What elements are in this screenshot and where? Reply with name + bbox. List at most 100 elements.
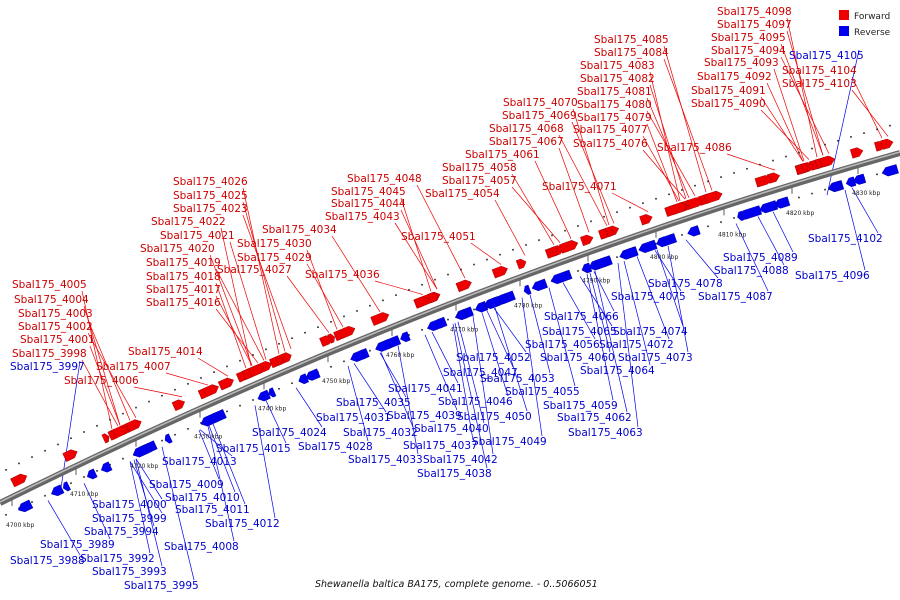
label-connector bbox=[135, 458, 163, 567]
reverse-gene bbox=[881, 164, 899, 177]
forward-track-dot bbox=[473, 263, 475, 266]
reverse-gene-label: Sbal175_3995 bbox=[124, 580, 199, 592]
legend-reverse-label: Reverse bbox=[854, 28, 891, 38]
label-connector bbox=[571, 121, 615, 224]
forward-track-dot bbox=[421, 283, 423, 286]
reverse-gene bbox=[100, 461, 113, 473]
forward-track-dot bbox=[382, 299, 384, 302]
forward-gene-label: Sbal175_4002 bbox=[18, 321, 93, 333]
forward-track-dot bbox=[343, 315, 345, 318]
forward-gene-label: Sbal175_4103 bbox=[782, 78, 857, 90]
reverse-gene bbox=[305, 368, 321, 381]
reverse-track-dot bbox=[616, 256, 618, 258]
reverse-track-dot bbox=[278, 387, 280, 390]
reverse-gene-label: Sbal175_4041 bbox=[388, 383, 463, 395]
reverse-gene-label: Sbal175_4063 bbox=[568, 427, 643, 439]
forward-track-dot bbox=[395, 294, 397, 296]
label-connector bbox=[133, 459, 155, 527]
reverse-gene-label: Sbal175_4033 bbox=[348, 454, 423, 466]
reverse-gene-label: Sbal175_3992 bbox=[80, 553, 155, 565]
reverse-gene-label: Sbal175_4074 bbox=[613, 326, 688, 338]
forward-gene bbox=[171, 399, 186, 412]
label-connector bbox=[594, 271, 628, 413]
reverse-gene-label: Sbal175_4078 bbox=[648, 278, 723, 290]
label-connector bbox=[663, 45, 707, 193]
reverse-gene-label: Sbal175_4012 bbox=[205, 518, 280, 530]
reverse-gene bbox=[828, 180, 843, 192]
forward-track-dot bbox=[616, 211, 618, 213]
label-connector bbox=[135, 458, 163, 500]
forward-track-dot bbox=[109, 418, 111, 421]
label-connector bbox=[646, 123, 678, 202]
reverse-track-dot bbox=[681, 234, 683, 236]
forward-gene-label: Sbal175_4004 bbox=[14, 294, 89, 306]
label-connector bbox=[215, 268, 265, 361]
genome-caption: Shewanella baltica BA175, complete genom… bbox=[315, 579, 598, 590]
forward-gene-label: Sbal175_4017 bbox=[146, 284, 221, 296]
reverse-gene-label: Sbal175_4035 bbox=[336, 397, 411, 409]
reverse-gene-label: Sbal175_4060 bbox=[540, 352, 615, 364]
forward-gene-label: Sbal175_4005 bbox=[12, 279, 87, 291]
reverse-gene bbox=[739, 205, 763, 220]
forward-track-dot bbox=[213, 371, 215, 373]
label-connector bbox=[209, 254, 253, 366]
forward-track-dot bbox=[135, 406, 137, 409]
reverse-track-dot bbox=[343, 360, 345, 363]
forward-gene bbox=[800, 163, 809, 174]
forward-gene bbox=[550, 246, 559, 257]
forward-track-dot bbox=[57, 443, 59, 446]
label-connector bbox=[374, 280, 424, 295]
forward-gene-label: Sbal175_4094 bbox=[711, 45, 786, 57]
reverse-gene-label: Sbal175_4039 bbox=[387, 410, 462, 422]
forward-track-dot bbox=[772, 159, 774, 162]
reverse-track-dot bbox=[369, 349, 371, 352]
reverse-track-dot bbox=[291, 382, 293, 385]
reverse-track-dot bbox=[96, 470, 98, 472]
forward-gene bbox=[247, 364, 265, 378]
forward-track-dot bbox=[551, 234, 553, 237]
label-connector bbox=[685, 239, 719, 279]
reverse-track-dot bbox=[811, 192, 813, 195]
reverse-gene-label: Sbal175_4052 bbox=[456, 352, 531, 364]
reverse-gene-label: Sbal175_4008 bbox=[164, 541, 239, 553]
label-connector bbox=[642, 149, 686, 200]
label-connector bbox=[558, 134, 608, 227]
reverse-gene-label: Sbal175_4087 bbox=[698, 291, 773, 303]
forward-track-dot bbox=[655, 197, 657, 200]
forward-track-dot bbox=[265, 348, 267, 351]
label-connector bbox=[611, 192, 649, 212]
forward-gene-label: Sbal175_4018 bbox=[146, 271, 221, 283]
reverse-gene-label: Sbal175_4031 bbox=[316, 412, 391, 424]
kbp-ticks: 4700 kbp 4710 kbp 4720 kbp 4730 kbp 4740 kbp… bbox=[6, 168, 880, 529]
kbp-tick-label: 4810 kbp bbox=[718, 231, 746, 238]
forward-track-dot bbox=[694, 184, 696, 187]
reverse-track-dot bbox=[707, 225, 709, 228]
forward-gene bbox=[686, 197, 703, 210]
forward-gene-label: Sbal175_4023 bbox=[173, 203, 248, 215]
label-connector bbox=[844, 189, 866, 271]
reverse-gene-label: Sbal175_3988 bbox=[10, 555, 85, 567]
label-connector bbox=[242, 214, 292, 349]
reverse-track-dot bbox=[70, 482, 72, 485]
label-connector bbox=[494, 199, 526, 256]
forward-gene-label: Sbal175_4081 bbox=[577, 86, 652, 98]
label-connector bbox=[400, 197, 432, 292]
forward-track-dot bbox=[96, 425, 98, 427]
reverse-gene-label: Sbal175_4073 bbox=[618, 352, 693, 364]
reverse-gene-label: Sbal175_3989 bbox=[40, 539, 115, 551]
reverse-gene-label: Sbal175_4075 bbox=[611, 291, 686, 303]
label-connector bbox=[511, 173, 555, 246]
forward-track-dot bbox=[499, 253, 501, 256]
kbp-tick-label: 4790 kbp bbox=[582, 278, 610, 285]
label-connector bbox=[558, 147, 590, 233]
reverse-gene-label: Sbal175_4050 bbox=[457, 411, 532, 423]
label-connector bbox=[623, 260, 651, 366]
label-connector bbox=[242, 187, 280, 355]
forward-gene bbox=[125, 419, 142, 433]
forward-track-dot bbox=[707, 180, 709, 183]
reverse-gene-label: Sbal175_3999 bbox=[92, 513, 167, 525]
forward-gene-label: Sbal175_4025 bbox=[173, 190, 248, 202]
reverse-track-dot bbox=[5, 514, 7, 516]
forward-track-dot bbox=[603, 215, 605, 218]
forward-gene-label: Sbal175_4051 bbox=[401, 231, 476, 243]
